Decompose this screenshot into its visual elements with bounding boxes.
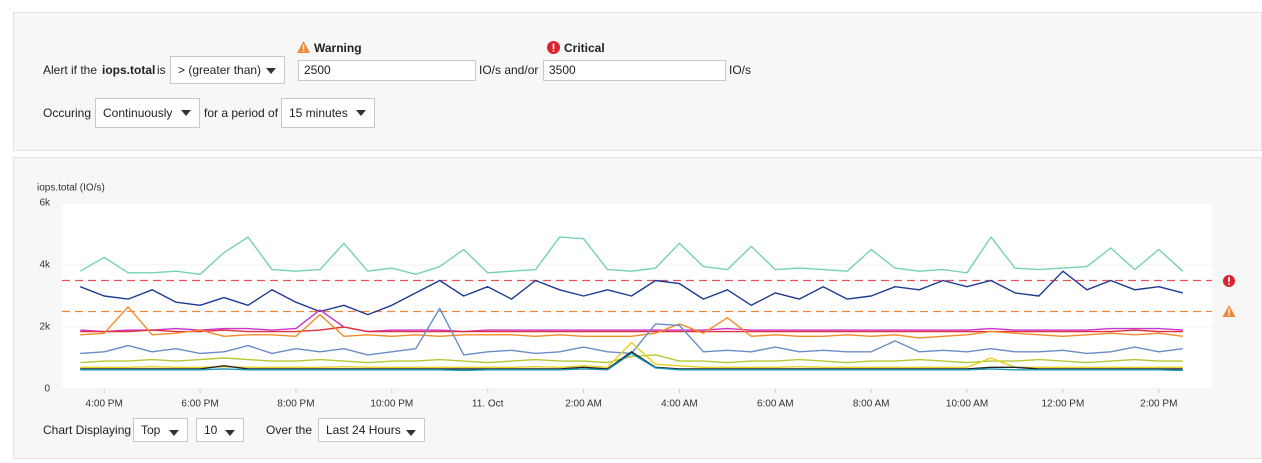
period-select[interactable]: 15 minutes: [281, 98, 375, 128]
series-line: [80, 352, 1183, 372]
x-tick-label: 6:00 PM: [181, 399, 218, 410]
y-tick-label: 2k: [39, 322, 51, 333]
x-tick-label: 8:00 AM: [853, 399, 890, 410]
over-label: Over the: [266, 423, 313, 437]
y-axis-title: iops.total (IO/s): [37, 183, 105, 194]
rank-select[interactable]: Top: [133, 418, 188, 442]
series-line: [80, 351, 1183, 370]
metric-name: iops.total: [102, 63, 156, 77]
series-line: [79, 236, 1184, 275]
x-tick-label: 2:00 AM: [565, 399, 602, 410]
warning-header: Warning: [314, 41, 362, 55]
operator-select[interactable]: > (greater than): [170, 56, 285, 84]
alert-is: is: [157, 63, 166, 77]
unit-label: IO/s: [729, 63, 752, 77]
critical-icon-mark: [1228, 277, 1230, 282]
x-tick-label: 4:00 AM: [661, 399, 698, 410]
y-tick-label: 4k: [39, 260, 51, 271]
occurring-label: Occuring: [43, 106, 92, 120]
warning-icon-dot: [1228, 314, 1230, 316]
alert-prefix: Alert if the: [43, 63, 98, 77]
displaying-label: Chart Displaying: [43, 423, 132, 437]
series-line: [80, 341, 1183, 368]
x-tick-label: 10:00 PM: [370, 399, 413, 410]
mode-select[interactable]: Continuously: [95, 98, 200, 128]
period-label: for a period of: [204, 106, 279, 120]
range-select[interactable]: Last 24 Hours: [318, 418, 425, 442]
x-tick-label: 2:00 PM: [1140, 399, 1177, 410]
series-line: [79, 270, 1183, 316]
x-tick-label: 12:00 PM: [1042, 399, 1085, 410]
y-tick-label: 6k: [39, 198, 51, 209]
x-tick-label: 11. Oct: [472, 399, 504, 410]
plot-area: [62, 203, 1212, 389]
critical-input[interactable]: 3500: [543, 60, 726, 81]
critical-header-icon: [547, 41, 560, 54]
warning-icon-mark: [1228, 308, 1230, 314]
x-tick-label: 10:00 AM: [946, 399, 988, 410]
series-line: [80, 309, 1183, 333]
critical-header: Critical: [564, 41, 605, 55]
critical-icon-dot: [1228, 283, 1230, 285]
x-tick-label: 4:00 PM: [86, 399, 123, 410]
count-select[interactable]: 10: [196, 418, 244, 442]
x-tick-label: 8:00 PM: [277, 399, 314, 410]
and-or-label: IO/s and/or: [479, 63, 539, 77]
warning-input[interactable]: 2500: [298, 60, 476, 81]
x-tick-label: 6:00 AM: [757, 399, 794, 410]
series-line: [80, 306, 1183, 339]
y-tick-label: 0: [44, 384, 50, 395]
warning-header-icon: [297, 41, 310, 53]
